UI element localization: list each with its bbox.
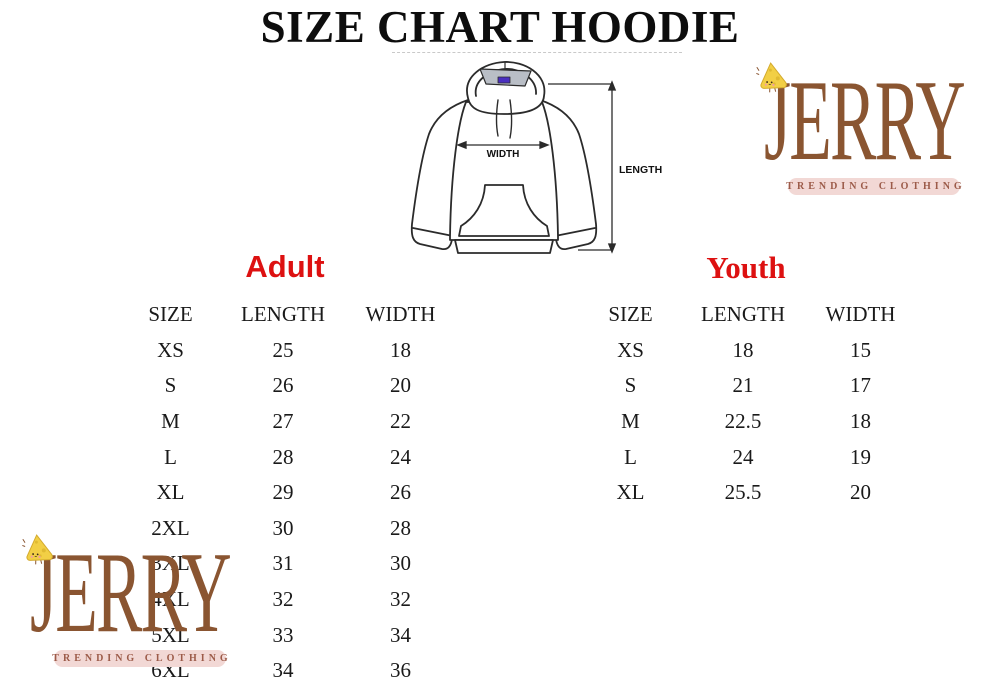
youth-header-size: SIZE bbox=[608, 302, 653, 327]
hoodie-drawstring-left bbox=[495, 99, 499, 137]
page-title: SIZE CHART HOODIE bbox=[260, 2, 740, 52]
length-cell: 32 bbox=[272, 587, 294, 612]
width-cell: 15 bbox=[850, 337, 871, 362]
width-cell: 26 bbox=[390, 480, 411, 505]
length-cell: 18 bbox=[732, 337, 754, 362]
size-cell: L bbox=[624, 444, 637, 469]
length-cell: 31 bbox=[272, 551, 294, 576]
width-cell: 20 bbox=[850, 480, 871, 505]
width-cell: 28 bbox=[390, 515, 411, 540]
youth-section-label: Youth bbox=[706, 250, 786, 285]
width-measure-arrow bbox=[456, 140, 550, 150]
length-cell: 26 bbox=[272, 373, 294, 398]
size-cell: 2XL bbox=[151, 515, 190, 540]
brand-tagline: TRENDING CLOTHING bbox=[786, 178, 962, 195]
youth-header-length: LENGTH bbox=[701, 302, 785, 327]
adult-section-label: Adult bbox=[245, 249, 325, 284]
size-cell: S bbox=[624, 373, 637, 398]
brand-name: JERRY bbox=[764, 57, 966, 185]
width-label: WIDTH bbox=[487, 149, 520, 160]
width-cell: 24 bbox=[390, 444, 411, 469]
size-cell: XS bbox=[157, 337, 184, 362]
size-cell: XL bbox=[616, 480, 645, 505]
youth-size-table: SIZE LENGTH WIDTH XS 18 15 S 21 17 M 22.… bbox=[578, 297, 918, 511]
size-cell: 4XL bbox=[151, 587, 190, 612]
cheese-mascot-icon bbox=[22, 534, 53, 565]
width-cell: 36 bbox=[390, 658, 411, 683]
length-cell: 25 bbox=[272, 337, 294, 362]
size-cell: 5XL bbox=[151, 622, 190, 647]
divider-dotted-line bbox=[392, 52, 682, 53]
cheese-mascot-icon bbox=[756, 62, 787, 93]
width-cell: 18 bbox=[390, 337, 411, 362]
size-cell: L bbox=[164, 444, 177, 469]
adult-header-length: LENGTH bbox=[241, 302, 325, 327]
length-cell: 24 bbox=[732, 444, 754, 469]
length-cell: 28 bbox=[272, 444, 294, 469]
length-measure-arrow bbox=[548, 80, 617, 254]
length-cell: 30 bbox=[272, 515, 294, 540]
length-cell: 22.5 bbox=[724, 409, 762, 434]
brand-logo-top-right: JERRY TRENDING CLOTHING bbox=[752, 56, 987, 211]
size-cell: S bbox=[164, 373, 177, 398]
length-cell: 21 bbox=[732, 373, 754, 398]
hoodie-left-cuff bbox=[412, 227, 454, 237]
length-cell: 25.5 bbox=[724, 480, 762, 505]
length-cell: 29 bbox=[272, 480, 294, 505]
size-cell: 3XL bbox=[151, 551, 190, 576]
hoodie-body bbox=[449, 101, 559, 241]
size-cell: M bbox=[161, 409, 180, 434]
width-cell: 32 bbox=[390, 587, 411, 612]
width-cell: 20 bbox=[390, 373, 411, 398]
width-cell: 17 bbox=[850, 373, 871, 398]
width-cell: 19 bbox=[850, 444, 871, 469]
size-cell: XS bbox=[617, 337, 644, 362]
hoodie-pocket bbox=[458, 184, 550, 237]
width-cell: 22 bbox=[390, 409, 411, 434]
hoodie-hem-band bbox=[454, 239, 554, 254]
brand-name: JERRY bbox=[30, 529, 232, 657]
size-cell: XL bbox=[156, 480, 185, 505]
length-cell: 27 bbox=[272, 409, 294, 434]
brand-logo-bottom-left: JERRY TRENDING CLOTHING bbox=[18, 528, 253, 683]
length-cell: 33 bbox=[272, 622, 294, 647]
length-label: LENGTH bbox=[619, 164, 662, 176]
adult-header-size: SIZE bbox=[148, 302, 193, 327]
brand-tagline: TRENDING CLOTHING bbox=[52, 650, 228, 667]
width-cell: 30 bbox=[390, 551, 411, 576]
width-cell: 34 bbox=[390, 622, 411, 647]
hoodie-measurement-diagram: WIDTH LENGTH bbox=[410, 61, 662, 254]
length-cell: 34 bbox=[272, 658, 294, 683]
hoodie-drawstring-right bbox=[509, 99, 513, 139]
neck-tag bbox=[497, 76, 511, 84]
width-cell: 18 bbox=[850, 409, 871, 434]
youth-header-width: WIDTH bbox=[825, 302, 896, 327]
size-cell: M bbox=[621, 409, 640, 434]
adult-header-width: WIDTH bbox=[365, 302, 436, 327]
hoodie-right-cuff bbox=[554, 227, 596, 237]
